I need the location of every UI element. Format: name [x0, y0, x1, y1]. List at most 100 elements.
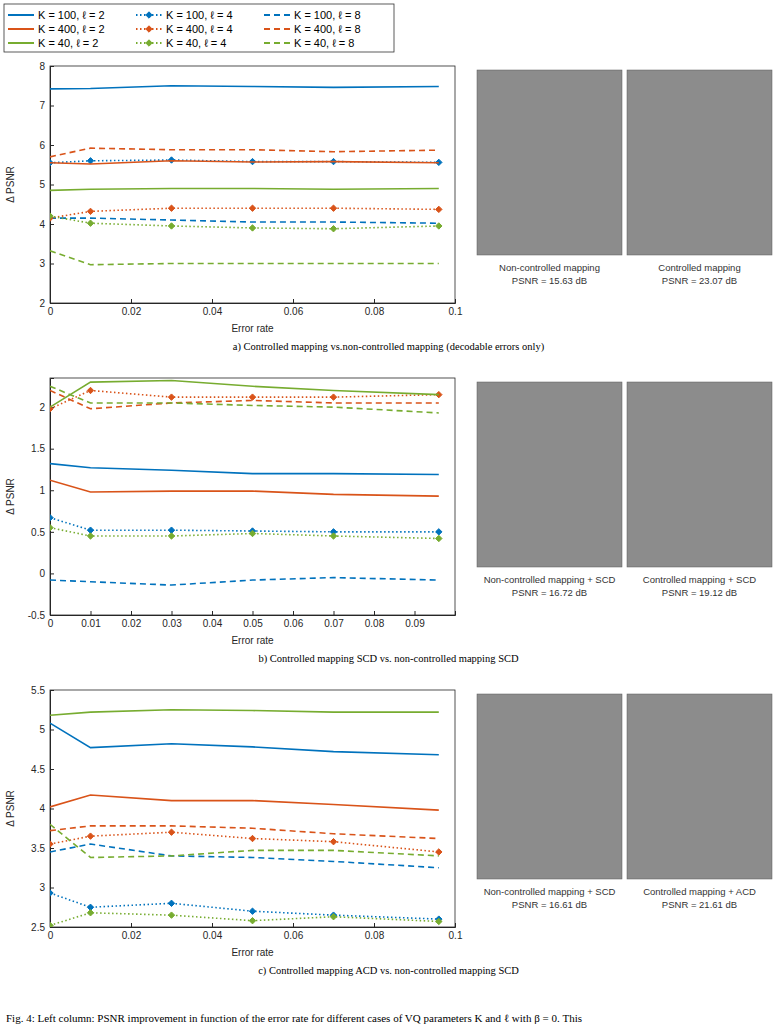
series-line: [50, 913, 439, 926]
y-tick-label: 7: [39, 100, 45, 111]
series-marker: [330, 914, 336, 920]
x-tick-label: 0: [48, 930, 54, 941]
legend-label: K = 40, ℓ = 8: [294, 37, 354, 49]
y-tick-label: 4: [39, 803, 45, 814]
x-tick-label: 0.09: [405, 618, 425, 629]
x-tick-label: 0.08: [365, 306, 385, 317]
photo-label: PSNR = 21.61 dB: [662, 899, 737, 910]
y-tick: 3: [39, 258, 54, 269]
legend-label: K = 100, ℓ = 4: [166, 9, 233, 21]
y-tick: 8: [39, 61, 54, 72]
y-tick: 5: [39, 179, 54, 190]
y-tick: 2: [39, 402, 54, 413]
photo-title: Controlled mapping: [658, 262, 740, 273]
x-tick-label: 0.08: [365, 930, 385, 941]
y-tick-label: 8: [39, 61, 45, 72]
x-tick-label: 0.02: [122, 618, 142, 629]
legend-marker: [146, 40, 152, 46]
legend-entry: K = 400, ℓ = 4: [136, 23, 233, 35]
legend-entry: K = 100, ℓ = 8: [264, 9, 361, 21]
legend-label: K = 400, ℓ = 4: [166, 23, 233, 35]
series-marker: [87, 158, 93, 164]
photo-label: PSNR = 16.72 dB: [512, 587, 587, 598]
x-tick: 0.03: [162, 611, 182, 629]
y-tick: 2: [39, 298, 54, 309]
y-tick-mark: [50, 449, 54, 450]
x-tick: 0.02: [122, 923, 142, 941]
x-tick-label: 0.05: [243, 618, 263, 629]
legend-label: K = 400, ℓ = 2: [38, 23, 105, 35]
y-tick-mark: [50, 303, 54, 304]
photo-panel: Non-controlled mapping + SCDPSNR = 16.61…: [477, 694, 622, 910]
x-tick: 0.1: [449, 299, 463, 317]
series-marker: [168, 223, 174, 229]
legend-frame: [4, 4, 394, 52]
y-axis-line: [51, 67, 55, 304]
y-tick-mark: [50, 927, 54, 928]
y-tick: 4.5: [31, 764, 54, 775]
y-tick-label: 3: [39, 258, 45, 269]
series-line: [50, 578, 439, 585]
y-tick-label: 5: [39, 724, 45, 735]
photo-panel: Non-controlled mappingPSNR = 15.63 dB: [477, 70, 622, 286]
x-tick-mark: [212, 299, 213, 303]
series-marker: [168, 900, 174, 906]
x-tick-label: 0.1: [449, 306, 463, 317]
photo: [627, 70, 772, 255]
y-tick-mark: [50, 888, 54, 889]
series-marker: [436, 918, 442, 924]
x-tick: 0.1: [449, 923, 463, 941]
y-tick-label: 2.5: [31, 922, 45, 933]
x-tick-label: 0.08: [365, 618, 385, 629]
x-tick-label: 0.1: [449, 930, 463, 941]
y-tick: 1.5: [31, 443, 54, 454]
legend-marker: [146, 26, 152, 32]
photo-panel: Non-controlled mapping + SCDPSNR = 16.72…: [477, 382, 622, 598]
series-marker: [168, 912, 174, 918]
series-line: [50, 390, 439, 408]
series-marker: [168, 829, 174, 835]
y-tick-mark: [50, 264, 54, 265]
x-tick: 0.04: [203, 299, 223, 317]
series-line: [50, 386, 439, 413]
legend-entry: K = 40, ℓ = 4: [136, 37, 226, 49]
y-tick-label: 0: [39, 568, 45, 579]
series-marker: [50, 841, 53, 847]
x-tick-mark: [131, 923, 132, 927]
photo-label: PSNR = 16.61 dB: [512, 899, 587, 910]
legend: K = 100, ℓ = 2 K = 100, ℓ = 4 K = 100, ℓ =…: [4, 4, 394, 52]
legend-entry: K = 100, ℓ = 4: [136, 9, 233, 21]
y-tick-label: 0.5: [31, 527, 45, 538]
y-tick: 6: [39, 140, 54, 151]
series-marker: [87, 220, 93, 226]
chart-panel: 00.010.020.030.040.050.060.070.080.09-0.…: [5, 378, 519, 665]
legend-swatch: [264, 28, 290, 30]
figure-caption: Fig. 4: Left column: PSNR improvement in…: [6, 1012, 582, 1024]
x-axis-line: [51, 299, 456, 304]
series-line: [50, 188, 439, 190]
x-tick-mark: [293, 923, 294, 927]
y-tick-mark: [50, 185, 54, 186]
series-line: [50, 464, 439, 475]
y-tick: 2.5: [31, 922, 54, 933]
panel-subtitle: a) Controlled mapping vs.non-controlled …: [233, 341, 545, 353]
y-axis-title: Δ PSNR: [5, 478, 16, 515]
series-marker: [50, 515, 53, 521]
x-tick-mark: [455, 299, 456, 303]
x-tick: 0.04: [203, 611, 223, 629]
x-axis: 00.020.040.060.080.1: [48, 923, 463, 941]
series-marker: [249, 908, 255, 914]
legend-swatch: [264, 42, 290, 44]
y-tick-label: 6: [39, 140, 45, 151]
photo: [477, 694, 622, 879]
series-line: [50, 390, 439, 408]
series-marker: [87, 833, 93, 839]
x-tick-mark: [415, 611, 416, 615]
x-tick-label: 0.06: [284, 618, 304, 629]
x-tick: 0.02: [122, 299, 142, 317]
series-line: [50, 208, 439, 218]
legend-label: K = 100, ℓ = 2: [38, 9, 105, 21]
x-tick-mark: [374, 611, 375, 615]
series-marker: [249, 835, 255, 841]
series-line: [50, 218, 439, 223]
